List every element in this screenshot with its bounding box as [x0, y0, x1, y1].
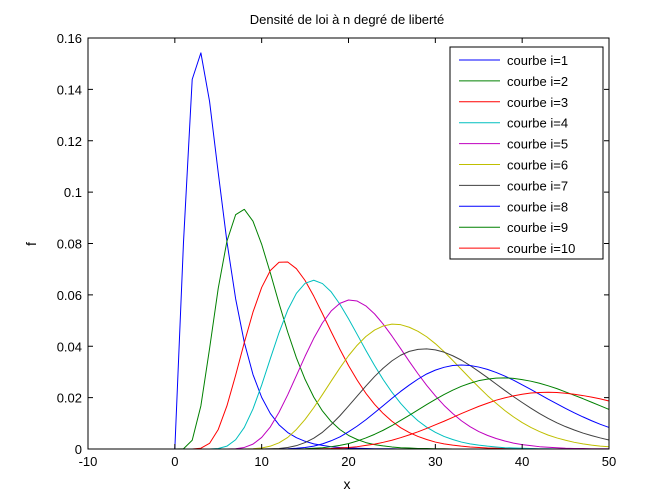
legend-items: courbe i=1 courbe i=2 courbe i=3 courbe i=4…: [459, 53, 575, 256]
y-tick-label: 0.08: [57, 237, 82, 252]
x-axis-label: x: [344, 476, 351, 492]
legend-box: [449, 46, 604, 260]
legend-label: courbe i=6: [507, 158, 568, 173]
legend-label: courbe i=5: [507, 137, 568, 152]
x-tick-label: 10: [254, 454, 268, 469]
y-tick-label: 0.06: [57, 288, 82, 303]
legend-label: courbe i=9: [507, 220, 568, 235]
y-tick-label: 0: [75, 442, 82, 457]
x-tick-label: 50: [602, 454, 616, 469]
y-tick-label: 0.1: [64, 185, 82, 200]
y-tick-label: 0.12: [57, 134, 82, 149]
ticks-layer: -10 0 10 20 30 40 5000.020.040.060.080.10.120.…: [57, 31, 617, 469]
legend-label: courbe i=7: [507, 178, 568, 193]
legend-label: courbe i=1: [507, 53, 568, 68]
x-tick-label: 20: [341, 454, 355, 469]
chart-title: Densité de loi à n degré de liberté: [250, 12, 444, 27]
legend-label: courbe i=10: [507, 241, 575, 256]
y-tick-label: 0.02: [57, 391, 82, 406]
legend-label: courbe i=8: [507, 199, 568, 214]
y-tick-label: 0.16: [57, 31, 82, 46]
x-tick-label: -10: [79, 454, 98, 469]
x-tick-label: 40: [515, 454, 529, 469]
legend: courbe i=1 courbe i=2 courbe i=3 courbe i=4…: [449, 46, 604, 260]
legend-label: courbe i=2: [507, 74, 568, 89]
y-axis-label: f: [23, 242, 39, 246]
legend-label: courbe i=3: [507, 95, 568, 110]
x-tick-label: 30: [428, 454, 442, 469]
legend-label: courbe i=4: [507, 116, 568, 131]
y-tick-label: 0.14: [57, 82, 82, 97]
y-tick-label: 0.04: [57, 339, 82, 354]
x-tick-label: 0: [171, 454, 178, 469]
